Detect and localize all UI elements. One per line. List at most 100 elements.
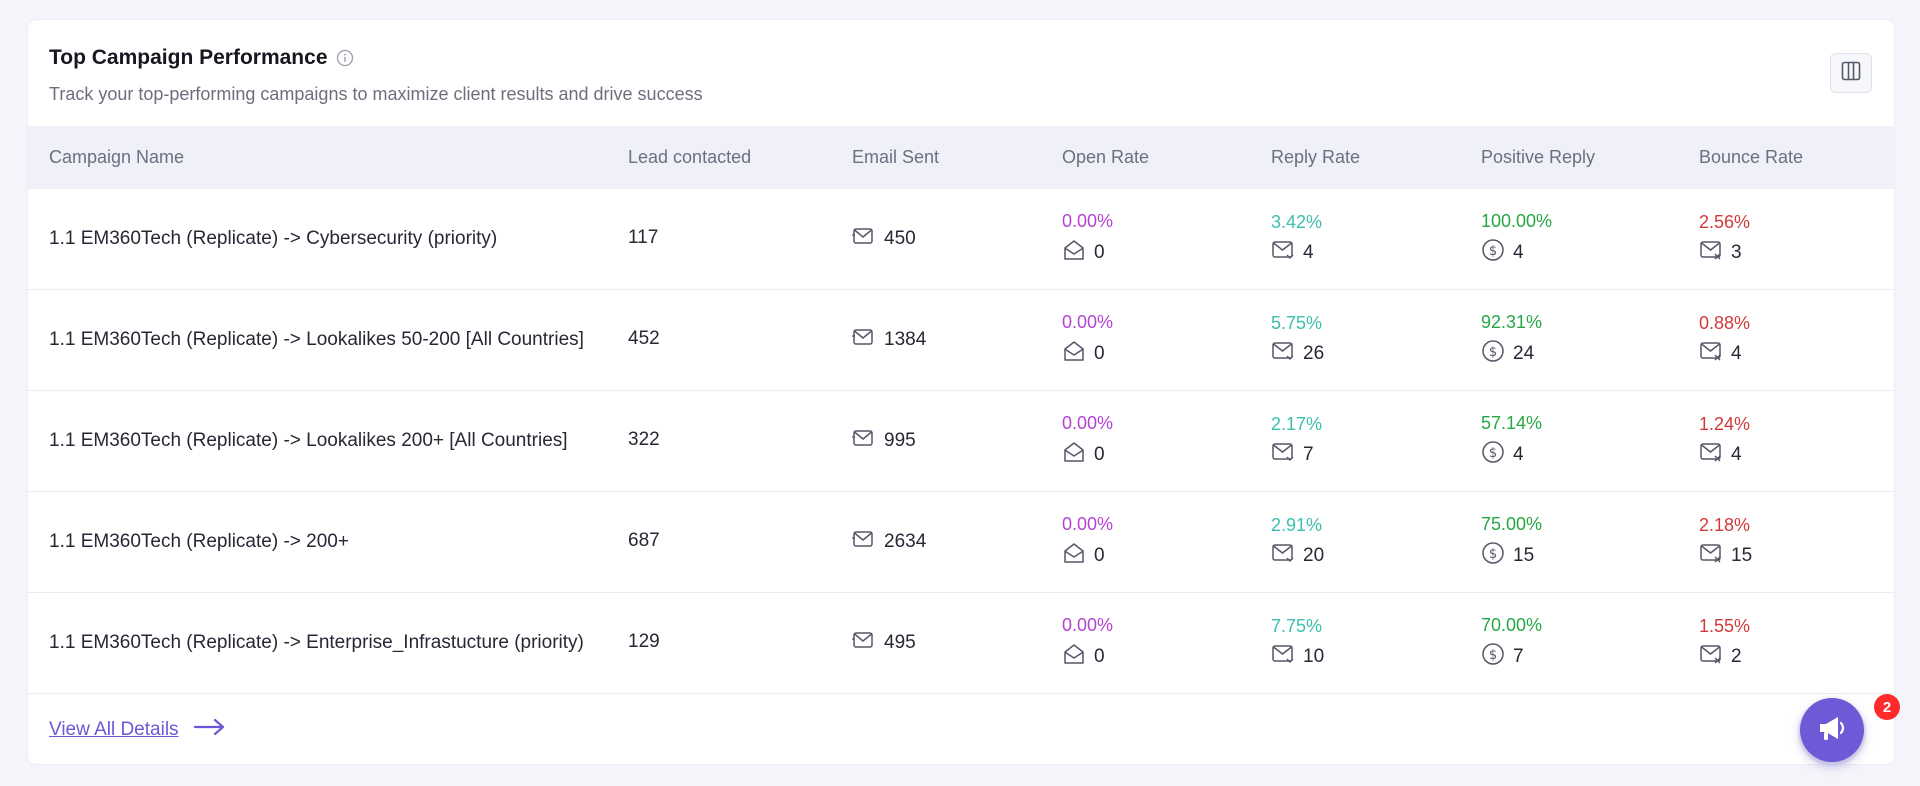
bounce-rate-percent: 1.24% bbox=[1699, 413, 1751, 434]
envelope-open-icon bbox=[1062, 238, 1086, 268]
envelope-open-icon bbox=[1062, 440, 1086, 470]
open-rate-cell: 0.00% 0 bbox=[1062, 615, 1113, 672]
positive-reply-percent: 100.00% bbox=[1481, 210, 1553, 231]
columns-toggle-button[interactable] bbox=[1830, 53, 1872, 93]
header-campaign-name[interactable]: Campaign Name bbox=[49, 147, 185, 167]
mail-bounce-icon bbox=[1699, 441, 1723, 469]
reply-rate-cell: 3.42% 4 bbox=[1271, 212, 1322, 267]
bounce-rate-percent: 0.88% bbox=[1699, 312, 1751, 333]
positive-reply-count: 24 bbox=[1513, 342, 1535, 364]
positive-reply-cell: 100.00% $4 bbox=[1481, 211, 1552, 268]
mail-bounce-icon bbox=[1699, 239, 1723, 267]
table-body: 1.1 EM360Tech (Replicate) -> Cybersecuri… bbox=[28, 189, 1894, 694]
svg-text:$: $ bbox=[1489, 547, 1497, 562]
bounce-rate-cell: 1.55% 2 bbox=[1699, 616, 1750, 671]
positive-reply-cell: 57.14% $4 bbox=[1481, 413, 1542, 470]
lead-contacted-value: 322 bbox=[628, 429, 660, 450]
campaign-name[interactable]: 1.1 EM360Tech (Replicate) -> Enterprise_… bbox=[49, 632, 584, 653]
positive-reply-percent: 75.00% bbox=[1481, 513, 1543, 534]
positive-reply-percent: 57.14% bbox=[1481, 412, 1543, 433]
email-sent-cell: 2634 bbox=[852, 529, 926, 555]
bounce-rate-cell: 0.88% 4 bbox=[1699, 313, 1750, 368]
campaign-name[interactable]: 1.1 EM360Tech (Replicate) -> 200+ bbox=[49, 531, 349, 552]
bounce-rate-cell: 2.56% 3 bbox=[1699, 212, 1750, 267]
open-count: 0 bbox=[1094, 544, 1105, 566]
header-lead-contacted[interactable]: Lead contacted bbox=[628, 147, 752, 167]
mail-reply-icon bbox=[1271, 542, 1295, 570]
info-icon[interactable] bbox=[336, 49, 354, 67]
positive-reply-count: 15 bbox=[1513, 544, 1535, 566]
header-reply-rate[interactable]: Reply Rate bbox=[1271, 147, 1361, 167]
dollar-icon: $ bbox=[1481, 339, 1505, 369]
email-sent-value: 2634 bbox=[884, 531, 927, 552]
campaign-table: Campaign Name Lead contacted Email Sent … bbox=[28, 126, 1894, 694]
bounce-rate-cell: 2.18% 15 bbox=[1699, 515, 1752, 570]
mail-sent-icon bbox=[852, 428, 876, 454]
lead-contacted-value: 129 bbox=[628, 631, 660, 652]
envelope-open-icon bbox=[1062, 541, 1086, 571]
header-bounce-rate[interactable]: Bounce Rate bbox=[1699, 147, 1804, 167]
positive-reply-count: 4 bbox=[1513, 241, 1524, 263]
reply-rate-percent: 5.75% bbox=[1271, 312, 1323, 333]
view-all-link[interactable]: View All Details bbox=[49, 717, 227, 742]
reply-rate-cell: 2.91% 20 bbox=[1271, 515, 1324, 570]
email-sent-value: 495 bbox=[884, 632, 916, 653]
bounce-count: 15 bbox=[1731, 544, 1753, 566]
svg-text:$: $ bbox=[1489, 648, 1497, 663]
dollar-icon: $ bbox=[1481, 642, 1505, 672]
header-positive-reply[interactable]: Positive Reply bbox=[1481, 147, 1596, 167]
open-rate-percent: 0.00% bbox=[1062, 210, 1114, 231]
open-rate-cell: 0.00% 0 bbox=[1062, 312, 1113, 369]
campaign-name[interactable]: 1.1 EM360Tech (Replicate) -> Lookalikes … bbox=[49, 329, 584, 350]
table-row[interactable]: 1.1 EM360Tech (Replicate) -> Enterprise_… bbox=[28, 593, 1894, 694]
svg-text:$: $ bbox=[1489, 244, 1497, 259]
mail-reply-icon bbox=[1271, 340, 1295, 368]
reply-rate-percent: 7.75% bbox=[1271, 615, 1323, 636]
mail-sent-icon bbox=[852, 630, 876, 656]
campaign-name[interactable]: 1.1 EM360Tech (Replicate) -> Lookalikes … bbox=[49, 430, 568, 451]
mail-sent-icon bbox=[852, 327, 876, 353]
table-row[interactable]: 1.1 EM360Tech (Replicate) -> Cybersecuri… bbox=[28, 189, 1894, 290]
positive-reply-cell: 75.00% $15 bbox=[1481, 514, 1542, 571]
table-row[interactable]: 1.1 EM360Tech (Replicate) -> 200+ 687 26… bbox=[28, 492, 1894, 593]
open-rate-percent: 0.00% bbox=[1062, 311, 1114, 332]
reply-count: 7 bbox=[1303, 443, 1314, 465]
bounce-rate-percent: 1.55% bbox=[1699, 615, 1751, 636]
dollar-icon: $ bbox=[1481, 238, 1505, 268]
email-sent-cell: 1384 bbox=[852, 327, 926, 353]
dollar-icon: $ bbox=[1481, 440, 1505, 470]
table-row[interactable]: 1.1 EM360Tech (Replicate) -> Lookalikes … bbox=[28, 391, 1894, 492]
open-rate-percent: 0.00% bbox=[1062, 513, 1114, 534]
header-open-rate[interactable]: Open Rate bbox=[1062, 147, 1150, 167]
positive-reply-cell: 70.00% $7 bbox=[1481, 615, 1542, 672]
svg-text:$: $ bbox=[1489, 345, 1497, 360]
open-count: 0 bbox=[1094, 241, 1105, 263]
open-rate-cell: 0.00% 0 bbox=[1062, 514, 1113, 571]
reply-count: 4 bbox=[1303, 241, 1314, 263]
view-all-label[interactable]: View All Details bbox=[49, 718, 179, 740]
columns-icon bbox=[1840, 60, 1862, 87]
positive-reply-count: 4 bbox=[1513, 443, 1524, 465]
notification-badge: 2 bbox=[1874, 694, 1900, 720]
table-header-row: Campaign Name Lead contacted Email Sent … bbox=[28, 126, 1894, 189]
header-email-sent[interactable]: Email Sent bbox=[852, 147, 940, 167]
campaign-performance-card: Top Campaign Performance Track your top-… bbox=[28, 20, 1894, 764]
bounce-count: 3 bbox=[1731, 241, 1742, 263]
announcement-widget-button[interactable] bbox=[1800, 698, 1864, 762]
positive-reply-percent: 70.00% bbox=[1481, 614, 1543, 635]
mail-sent-icon bbox=[852, 226, 876, 252]
open-rate-cell: 0.00% 0 bbox=[1062, 413, 1113, 470]
open-rate-percent: 0.00% bbox=[1062, 412, 1114, 433]
reply-count: 20 bbox=[1303, 544, 1325, 566]
arrow-right-icon[interactable] bbox=[193, 717, 227, 742]
bounce-rate-cell: 1.24% 4 bbox=[1699, 414, 1750, 469]
envelope-open-icon bbox=[1062, 339, 1086, 369]
open-count: 0 bbox=[1094, 342, 1105, 364]
table-row[interactable]: 1.1 EM360Tech (Replicate) -> Lookalikes … bbox=[28, 290, 1894, 391]
mail-bounce-icon bbox=[1699, 542, 1723, 570]
email-sent-cell: 995 bbox=[852, 428, 916, 454]
reply-count: 10 bbox=[1303, 645, 1325, 667]
campaign-name[interactable]: 1.1 EM360Tech (Replicate) -> Cybersecuri… bbox=[49, 228, 498, 249]
mail-sent-icon bbox=[852, 529, 876, 555]
email-sent-cell: 495 bbox=[852, 630, 916, 656]
